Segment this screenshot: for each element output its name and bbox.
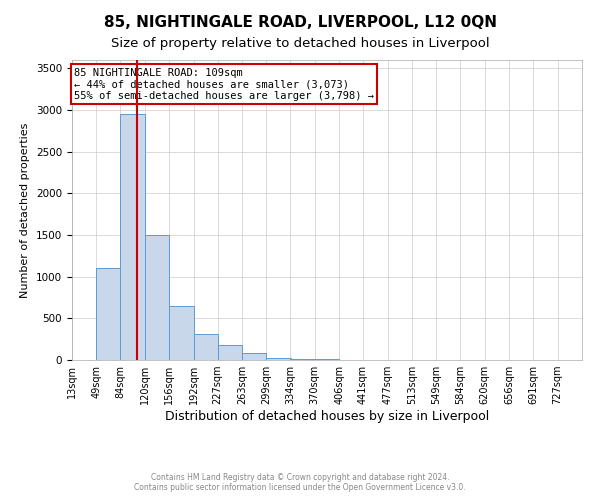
Bar [218,346,242,360]
Bar [194,334,218,360]
Bar [266,358,291,360]
Bar [120,114,145,360]
Bar [145,235,169,360]
Text: 85 NIGHTINGALE ROAD: 109sqm
← 44% of detached houses are smaller (3,073)
55% of : 85 NIGHTINGALE ROAD: 109sqm ← 44% of det… [74,68,374,100]
Text: Size of property relative to detached houses in Liverpool: Size of property relative to detached ho… [110,38,490,51]
Text: 85, NIGHTINGALE ROAD, LIVERPOOL, L12 0QN: 85, NIGHTINGALE ROAD, LIVERPOOL, L12 0QN [104,15,497,30]
X-axis label: Distribution of detached houses by size in Liverpool: Distribution of detached houses by size … [165,410,489,423]
Text: Contains HM Land Registry data © Crown copyright and database right 2024.
Contai: Contains HM Land Registry data © Crown c… [134,473,466,492]
Bar [242,354,266,360]
Bar [169,306,194,360]
Y-axis label: Number of detached properties: Number of detached properties [20,122,31,298]
Bar [97,268,121,360]
Bar [290,358,315,360]
